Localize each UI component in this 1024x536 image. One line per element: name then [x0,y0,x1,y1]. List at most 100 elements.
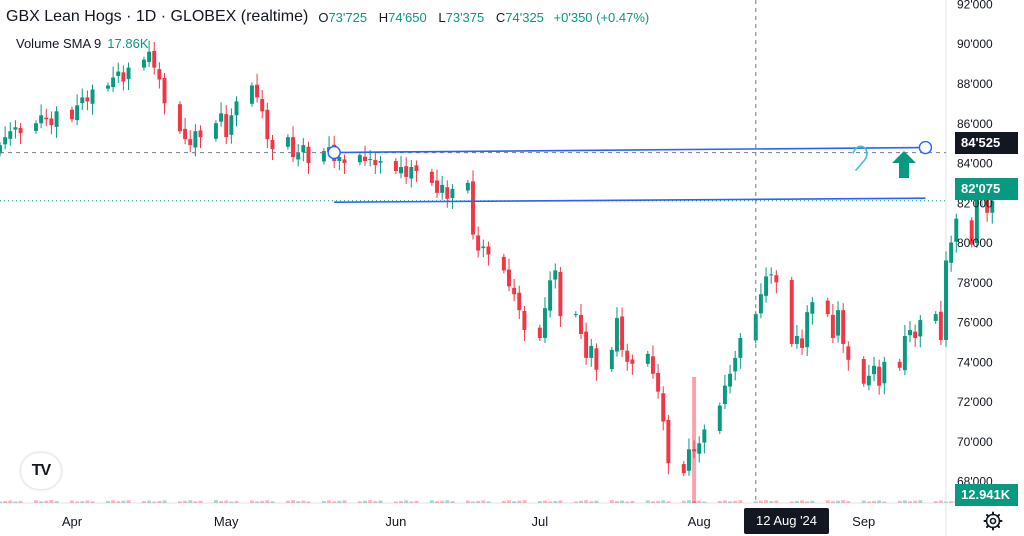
candle-body [686,449,691,471]
candle-body [363,156,368,162]
candle-body [810,302,815,314]
volume-bar [476,500,481,503]
volume-bar [486,501,491,503]
volume-bar [717,500,722,503]
volume-bar [789,501,794,503]
volume-bar [758,500,763,503]
settings-gear-icon[interactable] [983,511,1003,531]
candle-body [183,128,188,140]
volume-bar [830,501,835,503]
volume-bar [733,500,738,503]
candle-body [866,375,871,386]
volume-bar [44,500,49,503]
candle-body [614,318,619,352]
volume-bar [147,500,152,503]
volume-label: Volume SMA 9 [16,36,102,51]
volume-bar [882,501,887,503]
candle-body [285,137,290,147]
volume-bar [938,500,943,503]
volume-bar [255,501,260,503]
volume-bar [465,500,470,503]
crosshair-date-label: 12 Aug '24 [744,508,829,534]
candle-body [80,97,85,103]
candle-body [789,279,794,344]
volume-bar [0,501,2,503]
volume-bar [378,500,383,503]
volume-bar [553,500,558,503]
volume-bar [152,501,157,503]
candle-body [578,314,583,335]
volume-bar [692,501,697,503]
price-tick-label: 86'000 [957,117,993,131]
tradingview-logo[interactable]: TV [21,453,61,489]
volume-bar [126,500,131,503]
candle-body [753,314,758,341]
volume-legend[interactable]: Volume SMA 9 17.86K [16,36,148,51]
candle-body [342,159,347,164]
volume-bar [357,501,362,503]
candle-body [465,182,470,191]
volume-bar [872,500,876,503]
volume-bar [285,500,290,503]
volume-bar [933,501,938,503]
volume-bar [188,500,193,503]
candle-body [70,109,74,120]
price-axis: 68'00070'00072'00074'00076'00078'00080'0… [957,0,993,489]
candle-body [440,184,445,193]
candle-body [620,316,625,350]
time-tick-label: May [214,514,239,529]
volume-bar [177,501,182,503]
candle-body [265,109,270,140]
volume-bar [537,501,542,503]
candle-body [193,131,198,148]
candle-body [126,67,131,80]
candle-body [177,104,182,132]
candle-body [152,50,157,68]
symbol-title[interactable]: GBX Lean Hogs · 1D · GLOBEX (realtime) [6,8,309,25]
volume-bar [327,500,332,503]
volume-bar [620,500,625,503]
trendline [334,197,926,203]
volume-bar [234,500,239,503]
volume-bar [697,500,702,503]
candle-body [949,242,954,263]
candle-body [877,366,882,386]
volume-bar [105,500,110,503]
volume-bar [198,500,203,503]
volume-bar [558,500,563,503]
candle-body [836,310,841,336]
candle-body [769,274,774,276]
volume-bar [836,500,841,503]
candle-body [378,161,383,163]
question-mark-drawing [852,145,868,171]
volume-bar [193,501,198,503]
candle-body [229,115,234,135]
volume-bar [85,500,90,503]
volume-bar [3,500,8,503]
candle-body [34,123,38,131]
volume-bar [800,500,805,503]
candle-body [213,123,218,139]
candle-body [393,161,398,171]
candle-body [8,131,13,139]
price-tick-label: 78'000 [957,276,993,290]
candle-body [0,145,2,154]
candle-body [861,359,866,384]
volume-bar [861,500,866,503]
volume-bar [949,500,954,503]
candle-body [517,292,522,311]
volume-bar [614,501,619,503]
candlesticks [0,40,995,477]
volume-bar [429,500,434,503]
candle-body [224,114,229,138]
volume-bar [650,501,655,503]
candle-body [260,99,265,112]
candle-body [661,393,666,422]
volume-bar [229,501,234,503]
time-tick-label: Aug [688,514,711,529]
candle-body [435,180,439,193]
volume-bar [805,501,810,503]
volume-bar [517,500,522,503]
candle-body [882,361,887,384]
